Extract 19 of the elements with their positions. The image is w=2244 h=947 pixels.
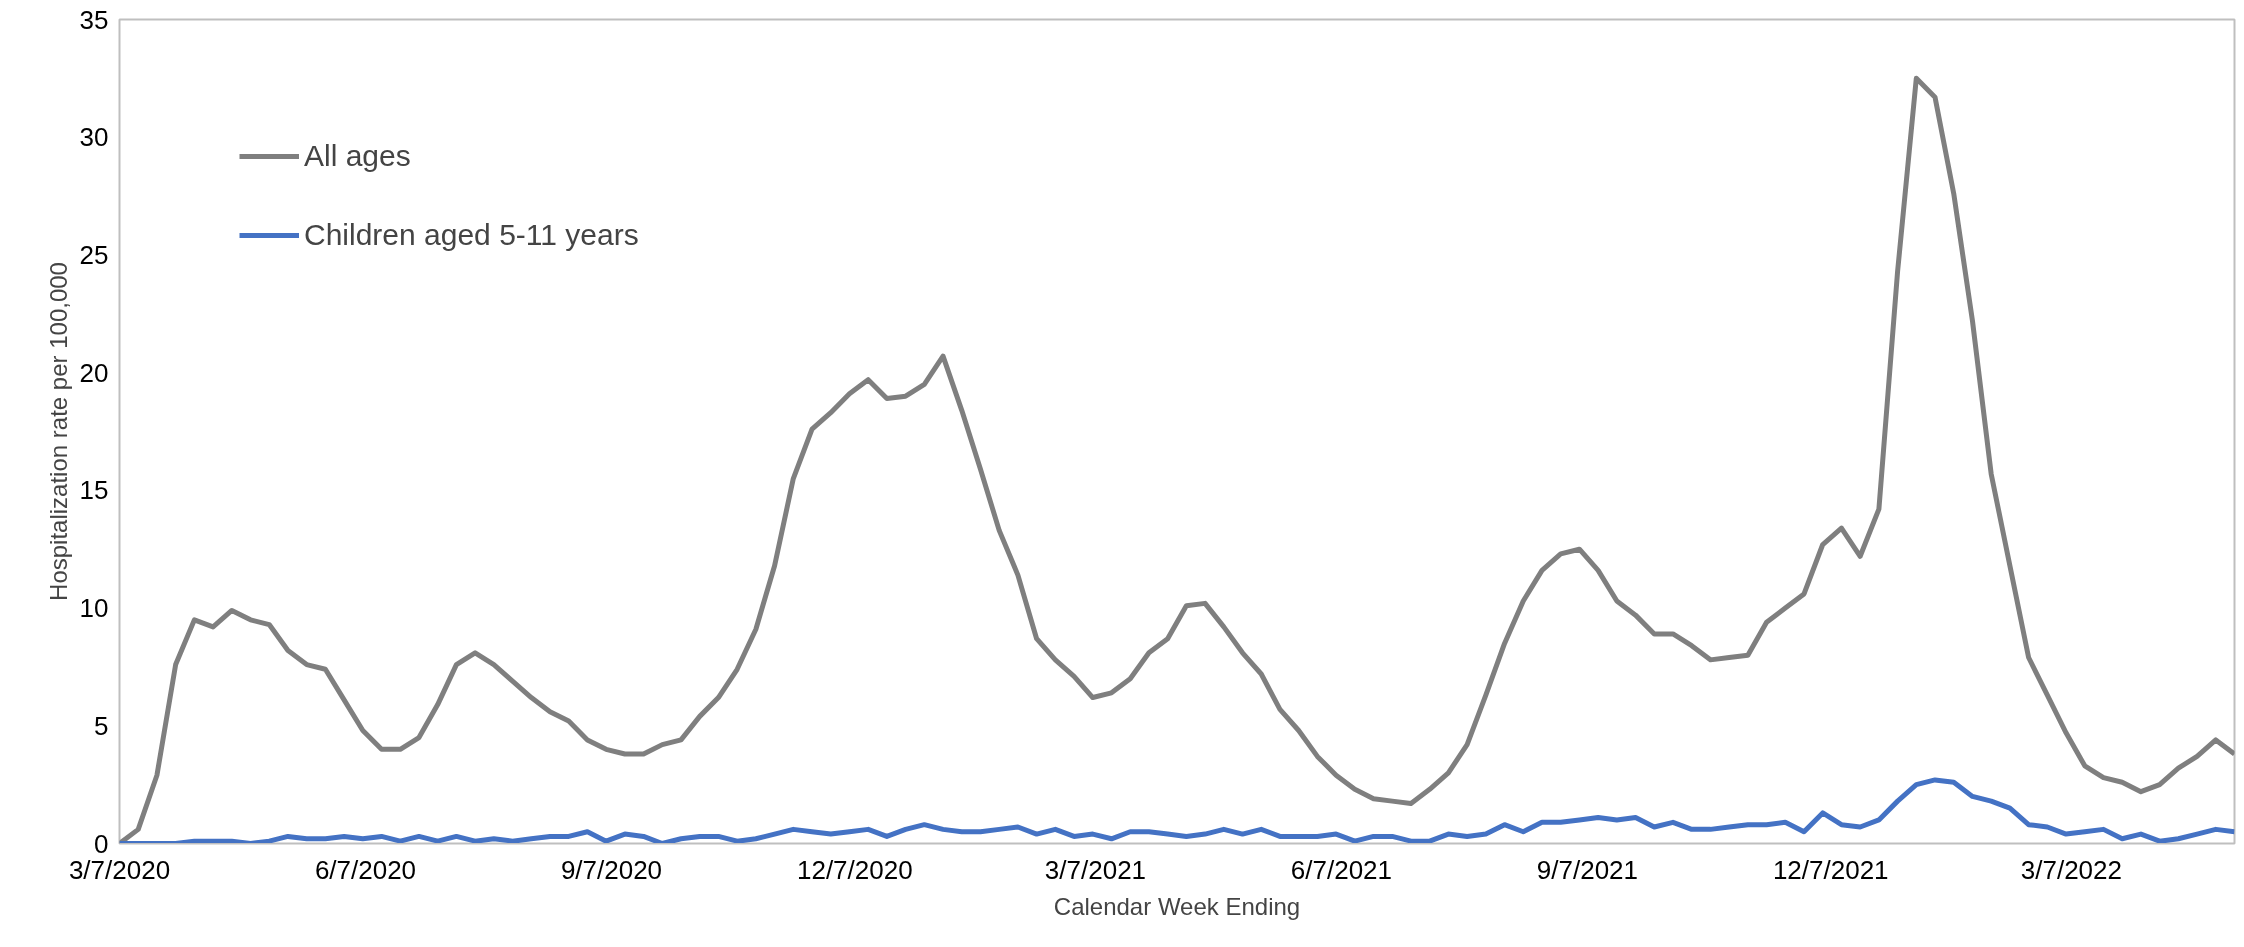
x-tick-label: 12/7/2020 xyxy=(796,854,913,885)
x-tick-label: 12/7/2021 xyxy=(1772,854,1889,885)
x-tick-label: 6/7/2020 xyxy=(314,854,417,885)
y-tick-label: 30 xyxy=(79,122,109,153)
y-tick-label: 15 xyxy=(79,475,109,506)
y-tick-label: 25 xyxy=(79,239,109,270)
y-axis-title: Hospitalization rate per 100,000 xyxy=(44,262,72,601)
y-tick-label: 20 xyxy=(79,357,109,388)
x-tick-label: 6/7/2021 xyxy=(1290,854,1393,885)
legend-label: Children aged 5-11 years xyxy=(304,218,639,252)
y-tick-label: 35 xyxy=(79,4,109,35)
x-tick-label: 3/7/2021 xyxy=(1044,854,1147,885)
x-tick-label: 9/7/2020 xyxy=(560,854,663,885)
y-tick-label: 10 xyxy=(79,593,109,624)
x-axis-title: Calendar Week Ending xyxy=(1053,892,1301,920)
x-tick-label: 9/7/2021 xyxy=(1536,854,1639,885)
x-tick-label: 3/7/2022 xyxy=(2020,854,2123,885)
y-tick-label: 5 xyxy=(94,710,109,741)
legend-label: All ages xyxy=(304,139,411,173)
